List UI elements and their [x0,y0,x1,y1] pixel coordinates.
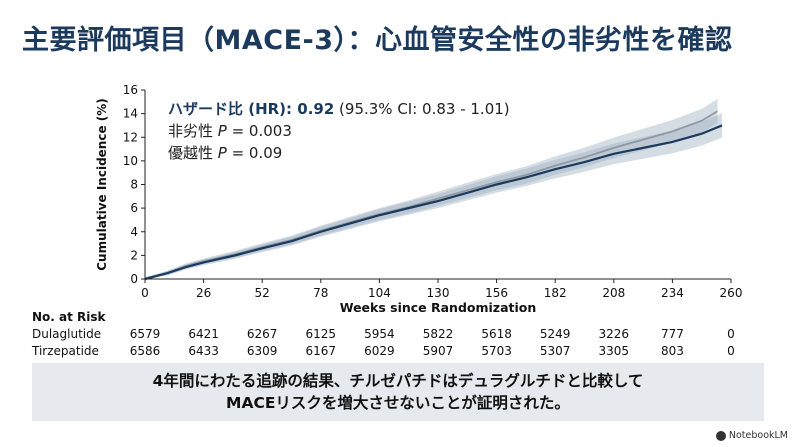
risk-cell: 0 [727,344,735,358]
y-tick-label: 0 [130,272,138,286]
risk-cell: 6309 [246,344,278,358]
x-tick-label: 208 [602,286,625,300]
conclusion-banner: 4年間にわたる追跡の結果、チルゼパチドはデュラグルチドと比較して MACEリスク… [32,363,764,421]
y-tick-label: 12 [123,130,138,144]
risk-row-name: Tirzepatide [32,344,99,358]
hazard-ratio-ci: (95.3% CI: 0.83 - 1.01) [334,100,510,118]
conclusion-line-1: 4年間にわたる追跡の結果、チルゼパチドはデュラグルチドと比較して [152,372,644,390]
line-dulaglutide [144,110,718,280]
x-tick-label: 78 [313,286,328,300]
y-axis-label: Cumulative Incidence (%) [95,98,109,271]
y-tick-label: 8 [130,178,138,192]
risk-cell: 803 [660,344,684,358]
risk-cell: 0 [727,327,735,341]
y-tick-label: 6 [130,201,138,215]
x-axis-label: Weeks since Randomization [340,300,537,315]
risk-cell: 6433 [188,344,219,358]
risk-cell: 5703 [481,344,512,358]
superiority-p: P [217,144,227,162]
risk-cell: 6125 [305,327,337,341]
line-tirzepatide [144,124,723,281]
risk-cell: 777 [660,327,684,341]
y-tick-label: 16 [123,83,138,97]
noninferiority-p: P [217,122,227,140]
risk-cell: 6421 [188,327,219,341]
hazard-ratio-label: ハザード比 (HR): [168,100,298,118]
superiority-line: 優越性 P = 0.09 [168,142,282,163]
band-tirzepatide [145,113,722,279]
x-tick-label: 0 [141,286,149,300]
series-lines [144,110,723,281]
noninferiority-value: = 0.003 [226,122,292,140]
x-tick-label: 52 [255,286,270,300]
noninferiority-label: 非劣性 [168,122,218,140]
page-title: 主要評価項目（MACE-3）：心血管安全性の非劣性を確認 [22,25,733,56]
hazard-ratio-line: ハザード比 (HR): 0.92 (95.3% CI: 0.83 - 1.01) [168,98,510,119]
x-tick-label: 234 [661,286,684,300]
logo-text: NotebookLM [728,430,788,441]
risk-table-header: No. at Risk [32,310,106,324]
y-tick-label: 14 [123,107,138,121]
cumulative-incidence-chart: 0 2 4 6 8 10 12 14 16 0 26 52 78 104 130 156 182 208 234 26… [95,83,742,315]
risk-cell: 5307 [539,344,571,358]
risk-cell: 6579 [129,327,161,341]
superiority-value: = 0.09 [226,144,283,162]
risk-cell: 6029 [364,344,395,358]
risk-cell: 5954 [364,327,395,341]
risk-cell: 5907 [422,344,454,358]
risk-cell: 6167 [305,344,337,358]
logo-icon [715,430,726,441]
noninferiority-line: 非劣性 P = 0.003 [168,120,292,141]
risk-cell: 5249 [539,327,571,341]
notebooklm-logo: NotebookLM [715,430,788,441]
risk-row-name: Dulaglutide [32,327,102,341]
risk-cell: 3305 [598,344,630,358]
x-tick-label: 130 [427,286,450,300]
x-tick-label: 260 [720,286,743,300]
risk-cell: 6586 [129,344,161,358]
conclusion-line-2: MACEリスクを増大させないことが証明された。 [226,394,570,412]
y-tick-label: 4 [130,225,138,239]
x-tick-label: 156 [485,286,508,300]
risk-cell: 6267 [246,327,278,341]
x-tick-label: 104 [368,286,391,300]
chart-axes: 0 2 4 6 8 10 12 14 16 0 26 52 78 104 130 156 182 208 234 26… [95,83,742,315]
superiority-label: 優越性 [168,144,218,162]
risk-cell: 3226 [598,327,630,341]
risk-cell: 5822 [422,327,454,341]
x-tick-label: 182 [544,286,567,300]
y-tick-label: 2 [130,248,138,262]
x-tick-label: 26 [196,286,211,300]
hazard-ratio-value: 0.92 [297,100,335,118]
risk-cell: 5618 [481,327,512,341]
y-tick-label: 10 [123,154,138,168]
